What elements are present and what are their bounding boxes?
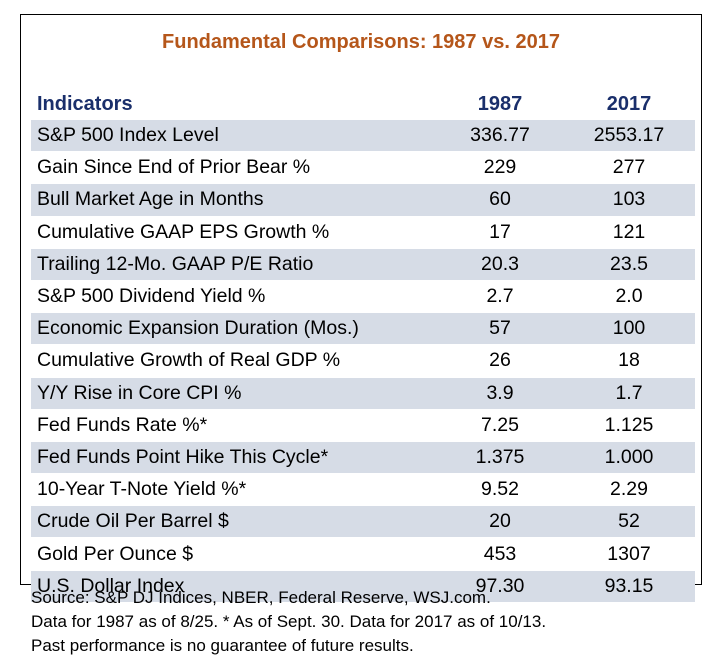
indicator-cell: 10-Year T-Note Yield %* xyxy=(31,473,437,506)
table-row: Gold Per Ounce $453 1307 xyxy=(31,537,695,571)
value-1987-cell: 97.30 xyxy=(437,569,563,602)
value-2017-cell: 2553.17 xyxy=(563,118,695,152)
value-2017-cell: 121 xyxy=(563,215,695,249)
value-1987-cell: 26 xyxy=(437,344,563,377)
value-2017-cell: 2.29 xyxy=(563,473,695,506)
value-1987-cell: 229 xyxy=(437,151,563,184)
value-2017-cell: 103 xyxy=(563,183,695,217)
source-note: Source: S&P DJ Indices, NBER, Federal Re… xyxy=(31,588,491,607)
value-1987-cell: 20.3 xyxy=(437,247,563,281)
indicator-cell: Y/Y Rise in Core CPI % xyxy=(31,376,437,410)
header-row: Indicators 1987 2017 xyxy=(31,89,695,120)
table-row: Fed Funds Point Hike This Cycle* 1.375 1.0… xyxy=(31,440,695,474)
indicator-cell: S&P 500 Index Level xyxy=(31,118,437,152)
indicator-cell: Cumulative GAAP EPS Growth % xyxy=(31,215,437,249)
indicator-cell: U.S. Dollar Index xyxy=(31,569,437,602)
indicator-cell: S&P 500 Dividend Yield % xyxy=(31,279,437,313)
value-1987-cell: 60 xyxy=(437,183,563,217)
value-2017-cell: 23.5 xyxy=(563,247,695,281)
table-row: Cumulative GAAP EPS Growth % 17 121 xyxy=(31,215,695,249)
data-date-note: Data for 1987 as of 8/25. * As of Sept. … xyxy=(31,612,547,631)
value-1987-cell: 336.77 xyxy=(437,118,563,152)
indicator-cell: Bull Market Age in Months xyxy=(31,183,437,217)
value-2017-cell: 277 xyxy=(563,151,695,184)
table-row: Y/Y Rise in Core CPI % 3.9 1.7 xyxy=(31,376,695,410)
table-title: Fundamental Comparisons: 1987 vs. 2017 xyxy=(162,31,560,53)
table-body: S&P 500 Index Level 336.77 2553.17 Gain Sin… xyxy=(31,118,695,602)
indicator-cell: Trailing 12-Mo. GAAP P/E Ratio xyxy=(31,247,437,281)
table-row: S&P 500 Index Level 336.77 2553.17 xyxy=(31,118,695,152)
indicator-cell: Gain Since End of Prior Bear % xyxy=(31,151,437,184)
value-1987-cell: 9.52 xyxy=(437,473,563,506)
table-row: Economic Expansion Duration (Mos.) 57 100 xyxy=(31,312,695,345)
comparison-table: Indicators 1987 2017 S&P 500 Index Level… xyxy=(31,89,695,602)
value-1987-cell: 7.25 xyxy=(437,408,563,442)
value-1987-cell: 20 xyxy=(437,505,563,538)
value-2017-cell: 52 xyxy=(563,505,695,538)
value-1987-cell: 453 xyxy=(437,537,563,571)
table-row: Bull Market Age in Months 60 103 xyxy=(31,183,695,217)
indicator-cell: Cumulative Growth of Real GDP % xyxy=(31,344,437,377)
value-2017-cell: 1.7 xyxy=(563,376,695,410)
column-header-1987: 1987 xyxy=(477,92,523,115)
table-row: S&P 500 Dividend Yield % 2.7 2.0 xyxy=(31,279,695,313)
table-row: Gain Since End of Prior Bear % 229 277 xyxy=(31,151,695,184)
table-frame: Fundamental Comparisons: 1987 vs. 2017 I… xyxy=(20,14,702,602)
table-row: Trailing 12-Mo. GAAP P/E Ratio 20.3 23.5 xyxy=(31,247,695,281)
table-row: U.S. Dollar Index 97.30 93.15 xyxy=(31,569,695,602)
value-1987-cell: 1.375 xyxy=(437,440,563,474)
column-header-indicators: Indicators xyxy=(37,92,133,115)
indicator-cell: Crude Oil Per Barrel $ xyxy=(31,505,437,538)
indicator-cell: Economic Expansion Duration (Mos.) xyxy=(31,312,437,345)
indicator-cell: Fed Funds Point Hike This Cycle* xyxy=(31,440,437,474)
value-2017-cell: 18 xyxy=(563,344,695,377)
table-row: 10-Year T-Note Yield %* 9.52 2.29 xyxy=(31,473,695,506)
value-1987-cell: 57 xyxy=(437,312,563,345)
table-row: Cumulative Growth of Real GDP % 26 18 xyxy=(31,344,695,377)
table-row: Fed Funds Rate %* 7.25 1.125 xyxy=(31,408,695,442)
value-1987-cell: 3.9 xyxy=(437,376,563,410)
value-2017-cell: 93.15 xyxy=(563,569,695,602)
indicator-cell: Gold Per Ounce $ xyxy=(31,537,437,571)
table-row: Crude Oil Per Barrel $20 52 xyxy=(31,505,695,538)
indicator-cell: Fed Funds Rate %* xyxy=(31,408,437,442)
value-1987-cell: 17 xyxy=(437,215,563,249)
column-header-2017: 2017 xyxy=(606,92,652,115)
footnotes: Source: S&P DJ Indices, NBER, Federal Re… xyxy=(31,586,711,658)
value-2017-cell: 100 xyxy=(563,312,695,345)
value-2017-cell: 1307 xyxy=(563,537,695,571)
value-2017-cell: 1.125 xyxy=(563,408,695,442)
value-2017-cell: 1.000 xyxy=(563,440,695,474)
value-2017-cell: 2.0 xyxy=(563,279,695,313)
value-1987-cell: 2.7 xyxy=(437,279,563,313)
disclaimer-note: Past performance is no guarantee of futu… xyxy=(31,636,414,655)
